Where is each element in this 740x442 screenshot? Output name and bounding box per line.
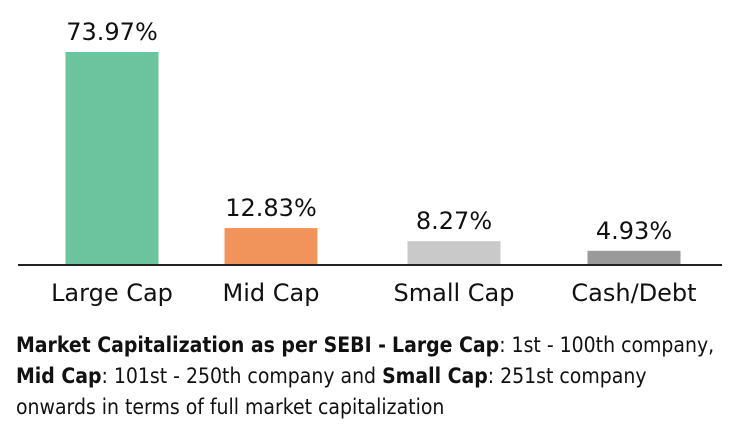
footnote-small-cap-definition: : 251st company onwards in terms of full… — [16, 364, 647, 419]
category-label-cash-debt: Cash/Debt — [571, 279, 696, 307]
value-label-large-cap: 73.97% — [66, 18, 158, 46]
bar-large-cap — [65, 52, 159, 265]
value-label-cash-debt: 4.93% — [596, 217, 672, 245]
footnote-small-cap-term: Small Cap — [382, 364, 488, 388]
footnote-mid-cap-definition: : 101st - 250th company and — [101, 364, 383, 388]
category-label-mid-cap: Mid Cap — [223, 279, 320, 307]
value-labels-group: 73.97% 12.83% 8.27% 4.93% — [66, 18, 672, 245]
value-label-mid-cap: 12.83% — [225, 194, 317, 222]
footnote: Market Capitalization as per SEBI - Larg… — [16, 330, 728, 423]
bar-small-cap — [407, 241, 501, 265]
bar-cash-debt — [587, 250, 681, 265]
value-label-small-cap: 8.27% — [416, 207, 492, 235]
footnote-large-cap-term: Large Cap — [392, 333, 500, 357]
bars-group — [65, 52, 681, 265]
category-label-large-cap: Large Cap — [51, 279, 173, 307]
bar-chart: 73.97% 12.83% 8.27% 4.93% Large Cap Mid Cap S… — [18, 18, 722, 307]
footnote-heading: Market Capitalization as per SEBI - — [16, 333, 387, 357]
bar-mid-cap — [224, 228, 318, 265]
category-label-small-cap: Small Cap — [394, 279, 515, 307]
footnote-mid-cap-term: Mid Cap — [16, 364, 102, 388]
footnote-large-cap-definition: : 1st - 100th company, — [499, 333, 715, 357]
category-labels-group: Large Cap Mid Cap Small Cap Cash/Debt — [51, 279, 697, 307]
